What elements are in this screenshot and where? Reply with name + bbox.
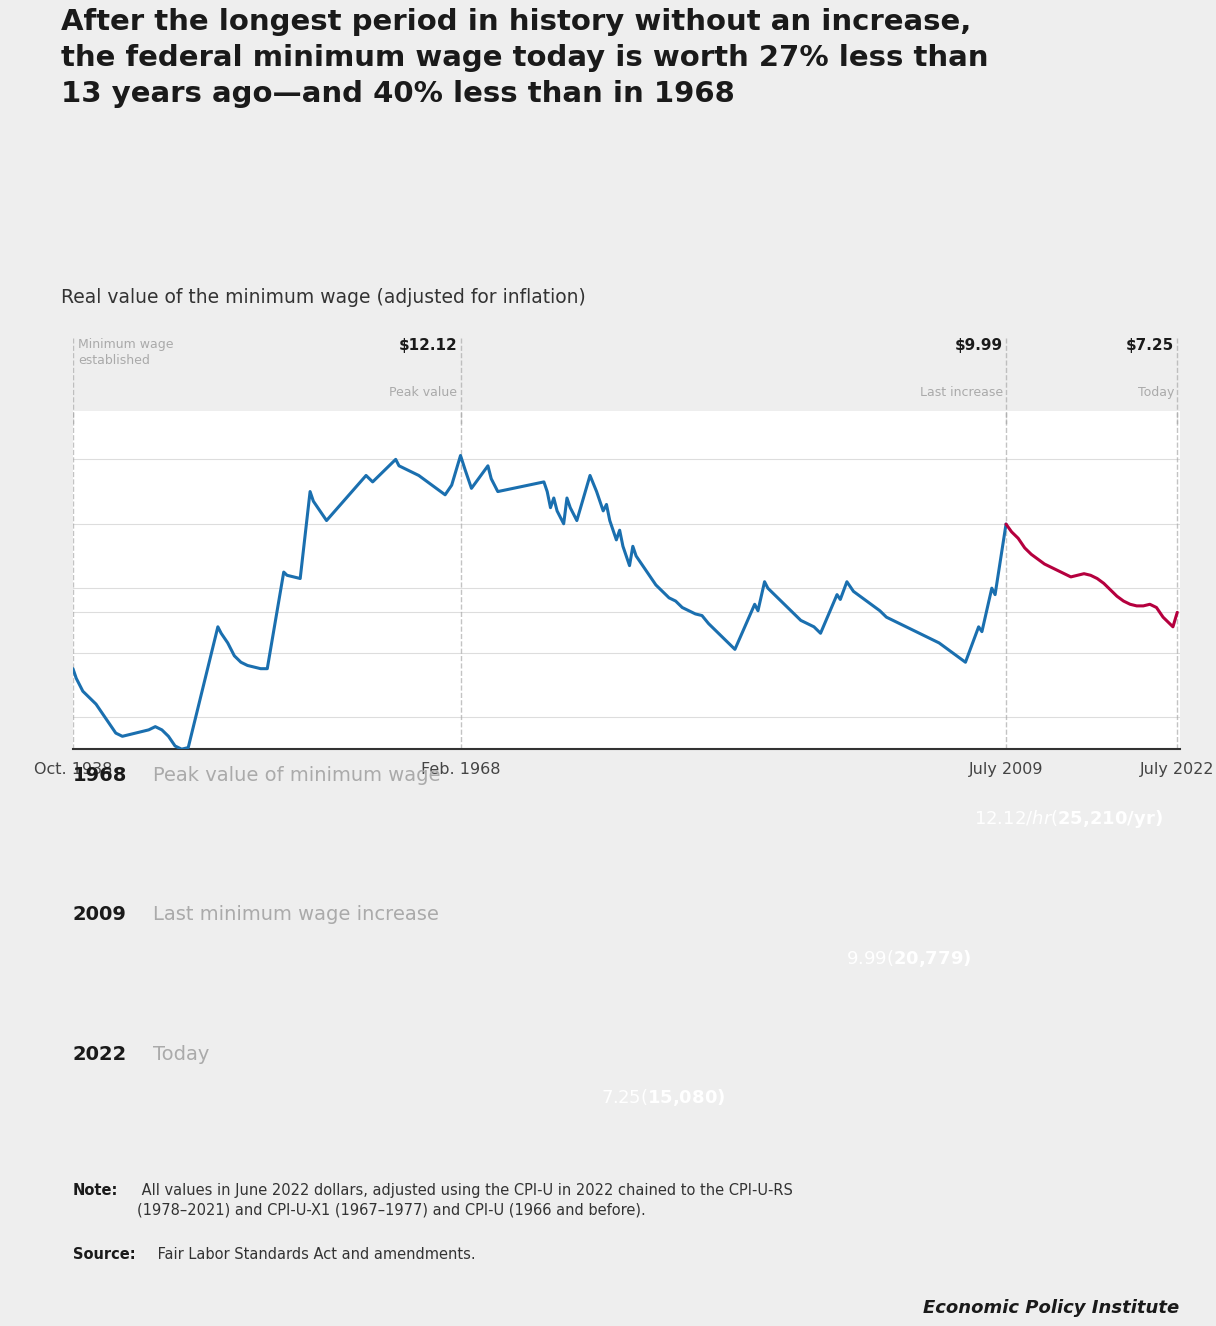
Text: 2022: 2022	[73, 1045, 128, 1063]
Text: Fair Labor Standards Act and amendments.: Fair Labor Standards Act and amendments.	[153, 1246, 475, 1262]
Text: After the longest period in history without an increase,
the federal minimum wag: After the longest period in history with…	[61, 8, 989, 107]
Text: $12.12: $12.12	[399, 338, 457, 353]
Text: Peak value: Peak value	[389, 386, 457, 399]
Text: Real value of the minimum wage (adjusted for inflation): Real value of the minimum wage (adjusted…	[61, 288, 586, 306]
Text: $7.25 ($15,080): $7.25 ($15,080)	[601, 1087, 725, 1109]
Text: 2009: 2009	[73, 906, 126, 924]
Text: Note:: Note:	[73, 1183, 118, 1197]
Text: Last increase: Last increase	[919, 386, 1003, 399]
Text: Today: Today	[153, 1045, 209, 1063]
Text: Minimum wage
established: Minimum wage established	[79, 338, 174, 367]
Text: $9.99 ($20,779): $9.99 ($20,779)	[845, 948, 972, 969]
Text: $9.99: $9.99	[955, 338, 1003, 353]
Text: Today: Today	[1138, 386, 1173, 399]
Text: 1968: 1968	[73, 766, 128, 785]
Text: Last minimum wage increase: Last minimum wage increase	[153, 906, 439, 924]
Text: $7.25: $7.25	[1126, 338, 1173, 353]
Text: Peak value of minimum wage: Peak value of minimum wage	[153, 766, 440, 785]
Text: All values in June 2022 dollars, adjusted using the CPI-U in 2022 chained to the: All values in June 2022 dollars, adjuste…	[137, 1183, 793, 1217]
Text: Source:: Source:	[73, 1246, 136, 1262]
Text: Economic Policy Institute: Economic Policy Institute	[923, 1298, 1180, 1317]
Text: $12.12/hr ($25,210/yr): $12.12/hr ($25,210/yr)	[974, 809, 1162, 830]
